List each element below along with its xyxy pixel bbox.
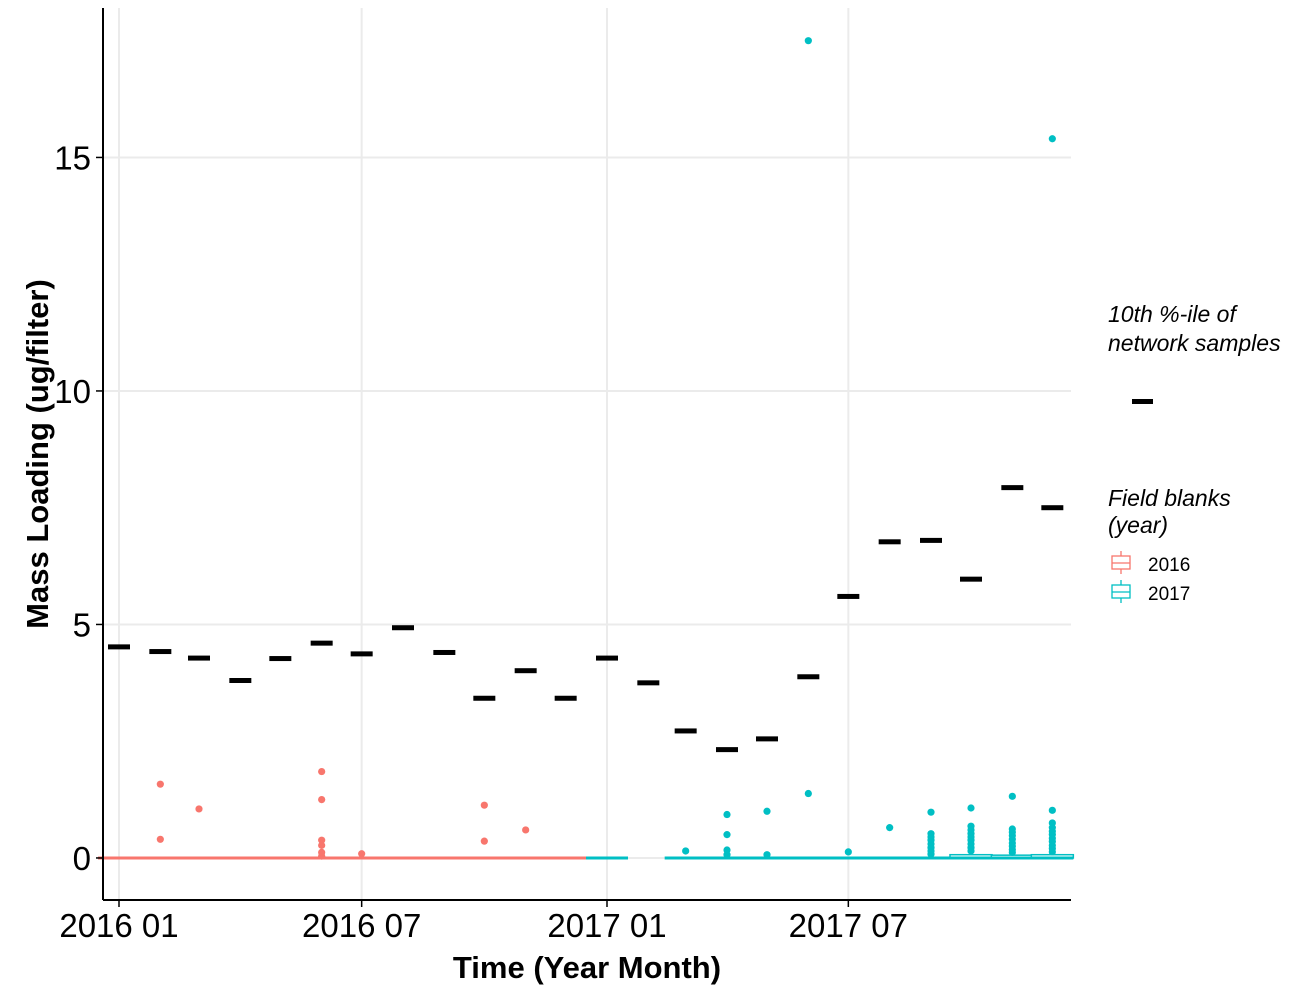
percentile-mark (960, 576, 982, 582)
tick-labels: 0 5 10 15 2016 01 2016 07 2017 01 2017 07 (54, 139, 908, 944)
percentile-mark (269, 656, 292, 662)
blank-box-2016-10 (463, 801, 506, 860)
outlier-point (927, 850, 935, 858)
blank-box-2016-02 (139, 780, 182, 860)
percentile-mark (229, 678, 252, 684)
percentile-mark (837, 593, 860, 599)
outlier-point (358, 850, 366, 858)
percentile-mark (596, 655, 618, 661)
percentile-mark (878, 539, 901, 545)
legend: 10th %-ile of network samples Field blan… (1108, 301, 1281, 605)
outlier-point (1048, 806, 1056, 814)
blank-box-2016-03 (178, 805, 220, 860)
y-axis-title: Mass Loading (ug/filter) (20, 279, 55, 629)
percentile-mark (920, 537, 942, 543)
outlier-point (318, 841, 326, 849)
outlier-point (480, 837, 488, 845)
outlier-point (723, 810, 731, 819)
percentile-mark (756, 736, 778, 742)
percentile-mark (797, 674, 820, 680)
outlier-point (804, 789, 812, 798)
outlier-point (967, 847, 975, 855)
percentile-mark (392, 625, 414, 631)
outlier-point (886, 824, 894, 832)
legend-percentile-title-line2: network samples (1108, 330, 1281, 356)
outlier-point (763, 851, 771, 859)
percentile-mark (1041, 505, 1064, 511)
blank-box-2017-12 (1030, 135, 1075, 860)
legend-items: 2016 2017 (1111, 551, 1190, 605)
outlier-point (318, 795, 326, 804)
blank-box-2017-11 (990, 792, 1035, 860)
blank-box-2017-03 (664, 847, 707, 860)
outlier-point (1008, 792, 1016, 800)
blank-box-2017-06 (787, 37, 830, 860)
outlier-point (156, 780, 164, 788)
outlier-point (927, 808, 935, 816)
percentile-series (108, 485, 1064, 753)
percentile-mark (554, 695, 577, 701)
x-axis-title: Time (Year Month) (453, 950, 721, 985)
legend-item-2016: 2016 (1111, 551, 1190, 576)
x-tick-label: 2016 07 (302, 907, 421, 944)
percentile-mark (637, 680, 660, 686)
legend-percentile-title-line1: 10th %-ile of (1108, 301, 1238, 327)
blank-box-2017-05 (746, 807, 788, 860)
outlier-point (318, 852, 326, 860)
field-blanks (98, 37, 1075, 860)
outlier-point (723, 851, 731, 859)
blank-box-2017-08 (868, 824, 911, 860)
blank-box-2017-07 (827, 848, 870, 860)
percentile-mark (310, 640, 333, 646)
outlier-point (682, 847, 690, 855)
outlier-point (804, 37, 812, 45)
percentile-mark (473, 695, 496, 701)
percentile-mark (433, 649, 456, 655)
blank-box-2017-10 (949, 804, 993, 860)
legend-blanks-title-line2: (year) (1108, 512, 1168, 538)
axes (96, 8, 1071, 907)
blank-box-2017-04 (706, 810, 748, 860)
outlier-point (1008, 848, 1016, 856)
legend-item-label: 2016 (1148, 555, 1190, 576)
outlier-point (723, 831, 731, 839)
outlier-point (522, 826, 530, 834)
blank-box-2016-06 (300, 767, 343, 860)
outlier-point (195, 805, 203, 813)
outlier-point (1048, 135, 1056, 143)
percentile-mark (188, 655, 210, 661)
percentile-mark (1001, 485, 1024, 491)
outlier-point (480, 801, 488, 809)
y-tick-label: 15 (54, 139, 91, 176)
x-tick-label: 2017 07 (789, 907, 908, 944)
legend-item-label: 2017 (1148, 584, 1190, 605)
x-tick-label: 2017 01 (547, 907, 666, 944)
legend-item-2017: 2017 (1111, 580, 1190, 605)
outlier-point (318, 836, 326, 844)
grid (103, 8, 1071, 900)
blank-box-2016-07 (340, 850, 383, 860)
percentile-mark (514, 668, 537, 674)
percentile-mark (350, 651, 373, 657)
legend-blanks-title-line1: Field blanks (1108, 485, 1231, 511)
y-tick-label: 5 (73, 606, 91, 643)
percentile-mark (674, 728, 697, 734)
percentile-mark (716, 747, 738, 753)
outlier-point (844, 848, 852, 856)
legend-percentile-key (1132, 399, 1153, 404)
percentile-mark (108, 644, 130, 650)
blank-box-2017-09 (910, 808, 952, 860)
outlier-point (156, 835, 164, 843)
outlier-point (1048, 848, 1056, 856)
outlier-point (967, 804, 975, 812)
y-tick-label: 10 (54, 373, 91, 410)
blank-box-2016-11 (504, 826, 547, 860)
outlier-point (763, 807, 771, 815)
outlier-point (318, 767, 326, 776)
x-tick-label: 2016 01 (59, 907, 178, 944)
percentile-mark (149, 649, 172, 655)
y-tick-label: 0 (73, 840, 91, 877)
